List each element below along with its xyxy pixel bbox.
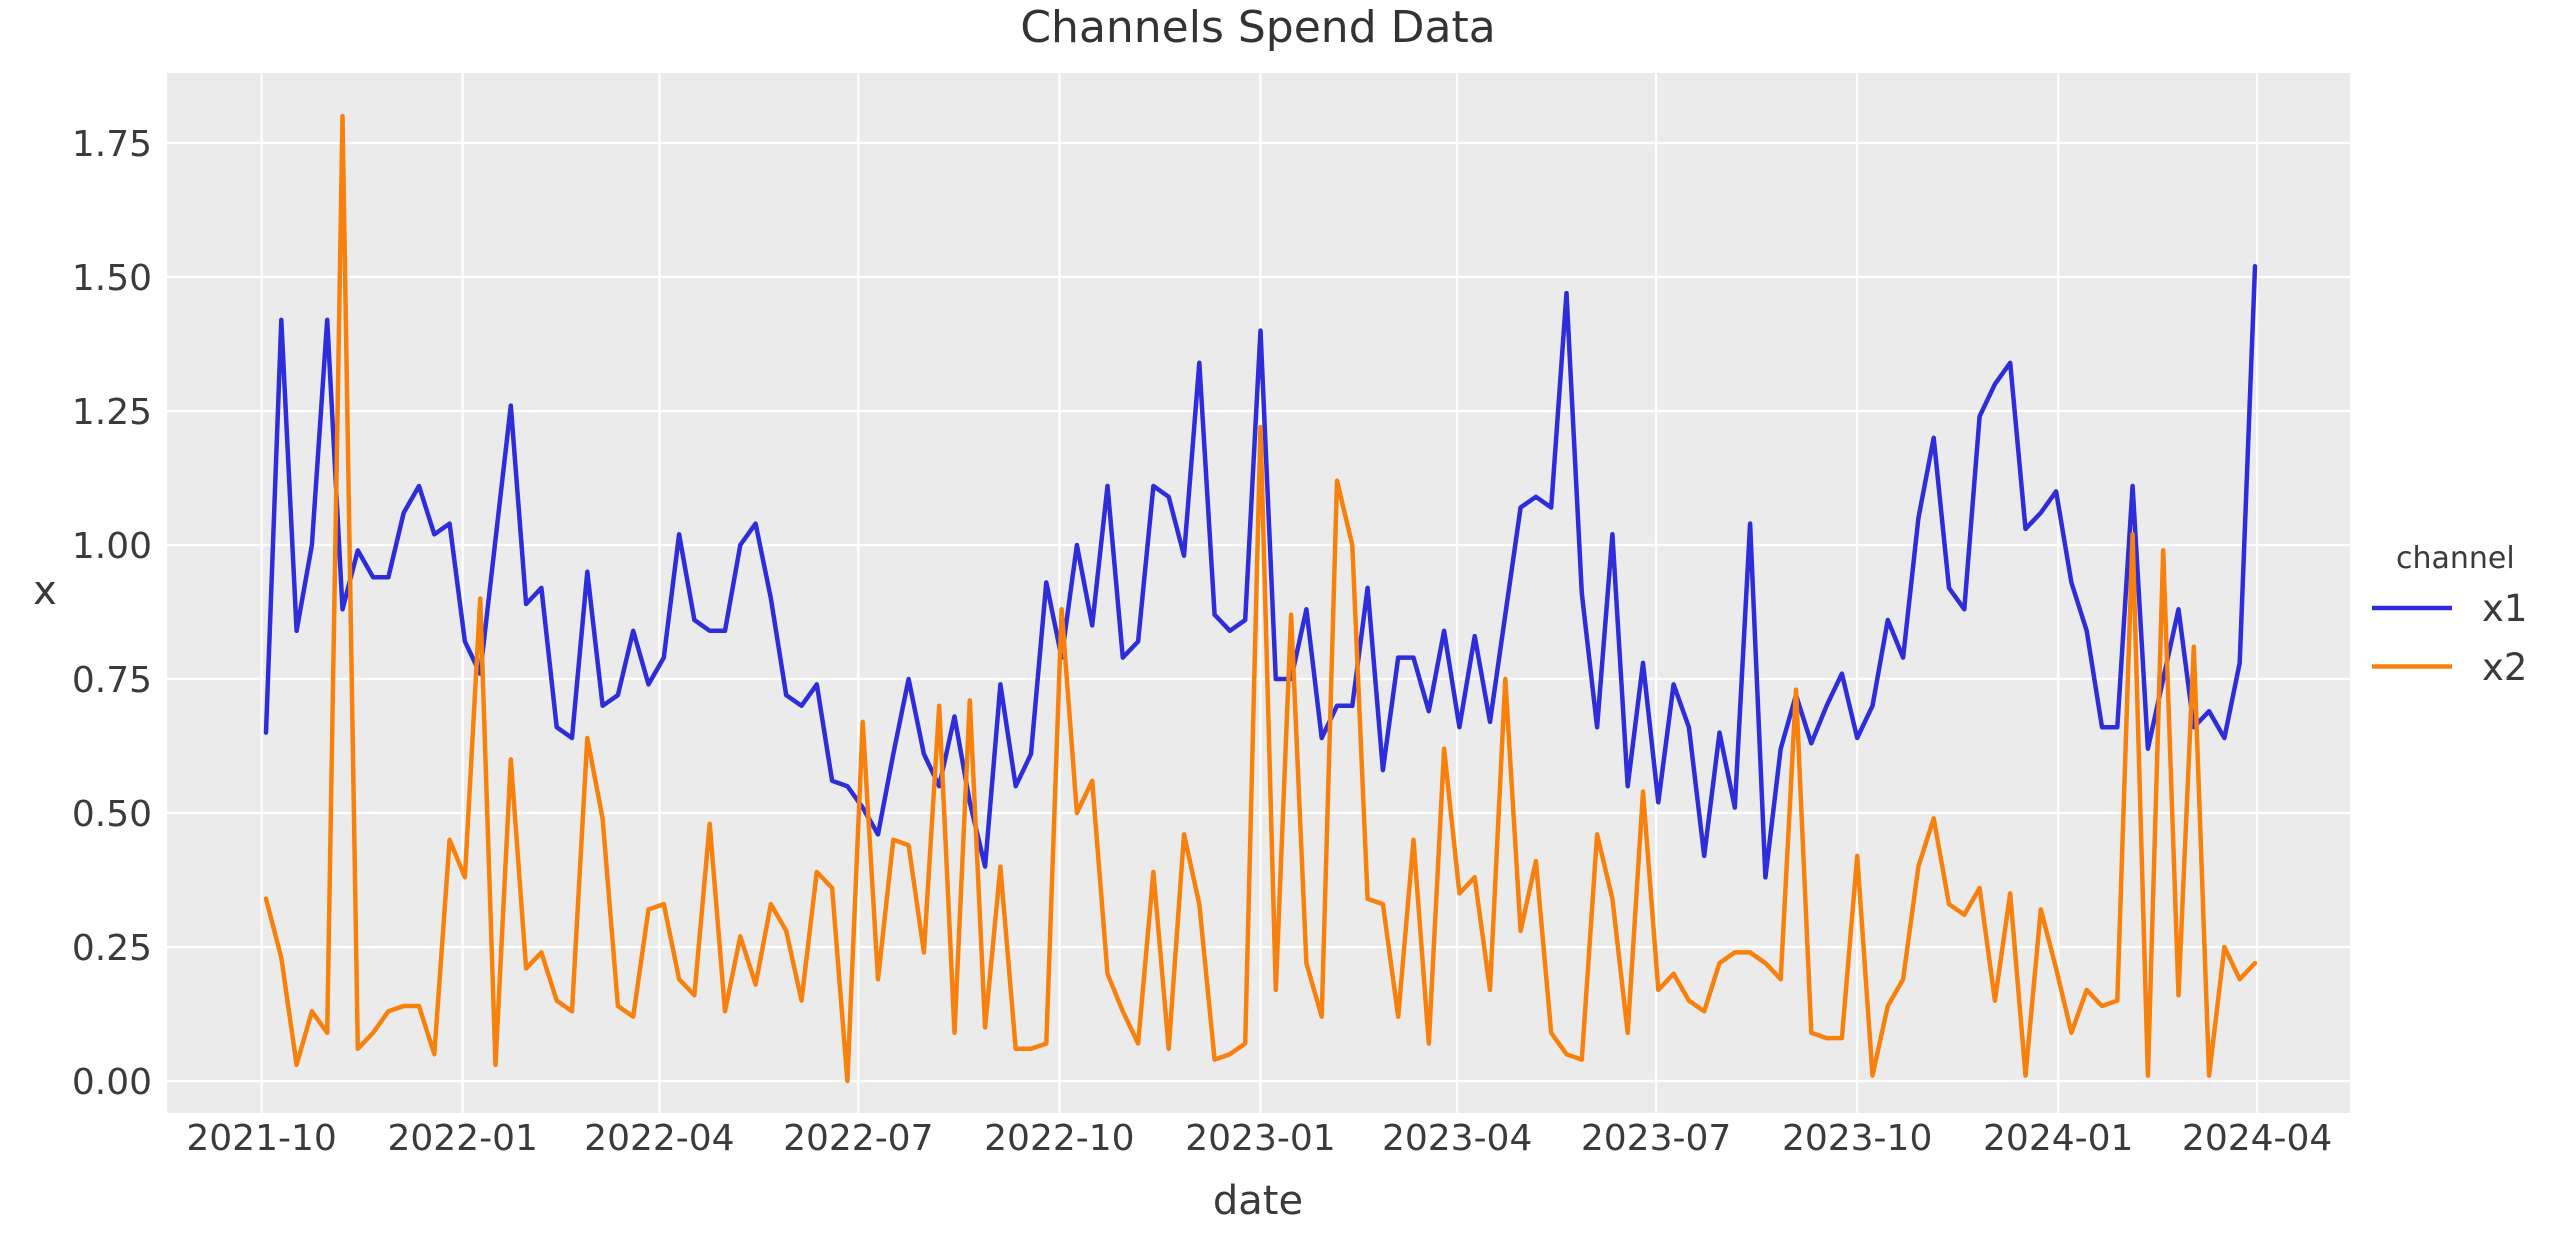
series-line-x1 bbox=[263, 264, 2258, 880]
legend-label-x1: x1 bbox=[2482, 587, 2527, 630]
x-tick-label: 2023-07 bbox=[1581, 1118, 1731, 1159]
x-axis-label: date bbox=[1213, 1178, 1303, 1224]
y-tick-label: 0.50 bbox=[72, 794, 152, 835]
x-tick-label: 2021-10 bbox=[186, 1118, 336, 1159]
x-tick-label: 2022-10 bbox=[984, 1118, 1134, 1159]
y-axis-label: x bbox=[33, 568, 57, 614]
x-tick-label: 2023-04 bbox=[1382, 1118, 1532, 1159]
legend: channel x1 x2 bbox=[2372, 541, 2527, 689]
legend-label-x2: x2 bbox=[2482, 646, 2527, 689]
series-line-x2 bbox=[263, 113, 2258, 1084]
y-tick-label: 1.50 bbox=[72, 258, 152, 299]
series-lines bbox=[263, 113, 2258, 1084]
y-tick-label: 1.75 bbox=[72, 124, 152, 165]
y-tick-label: 1.00 bbox=[72, 526, 152, 567]
x-tick-label: 2023-10 bbox=[1782, 1118, 1932, 1159]
y-tick-label: 0.25 bbox=[72, 928, 152, 969]
chart-title: Channels Spend Data bbox=[1020, 2, 1495, 53]
legend-title: channel bbox=[2396, 541, 2515, 576]
y-tick-label: 1.25 bbox=[72, 392, 152, 433]
x-tick-label: 2023-01 bbox=[1185, 1118, 1335, 1159]
y-tick-label: 0.00 bbox=[72, 1062, 152, 1103]
x-tick-label: 2024-04 bbox=[2182, 1118, 2332, 1159]
x-tick-label: 2022-04 bbox=[584, 1118, 734, 1159]
x-tick-label: 2022-01 bbox=[387, 1118, 537, 1159]
x-tick-label: 2022-07 bbox=[783, 1118, 933, 1159]
x-tick-label: 2024-01 bbox=[1983, 1118, 2133, 1159]
legend-line-samples bbox=[2372, 605, 2452, 669]
y-tick-label: 0.75 bbox=[72, 660, 152, 701]
y-tick-labels: 0.00 0.25 0.50 0.75 1.00 1.25 1.50 1.75 bbox=[72, 124, 152, 1103]
x-tick-labels: 2021-10 2022-01 2022-04 2022-07 2022-10 2023-… bbox=[186, 1118, 2332, 1159]
gridlines bbox=[167, 73, 2350, 1113]
